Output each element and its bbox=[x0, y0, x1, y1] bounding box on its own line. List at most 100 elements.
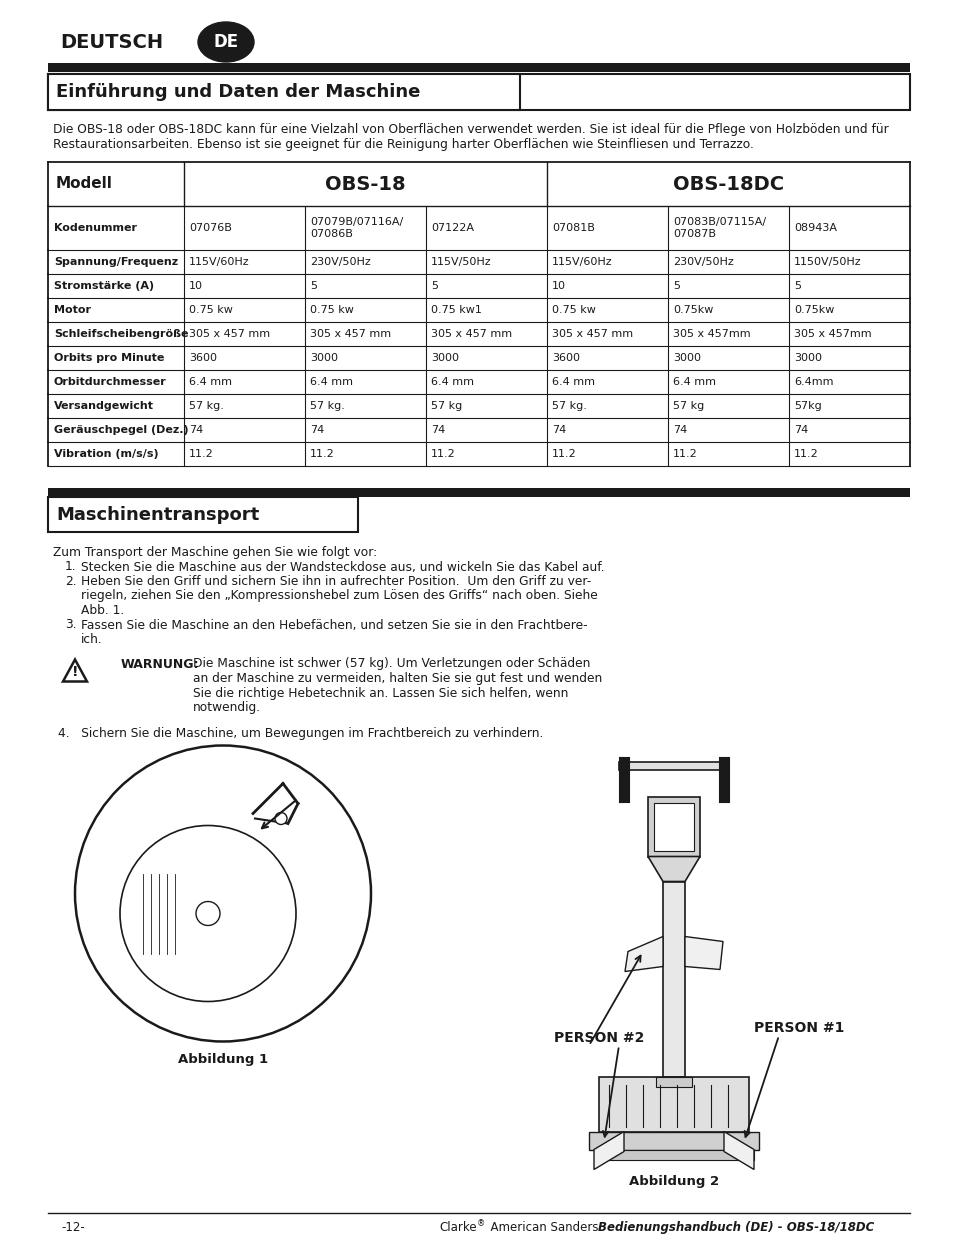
Text: !: ! bbox=[71, 666, 78, 679]
Text: 57 kg.: 57 kg. bbox=[310, 401, 345, 411]
Text: ich.: ich. bbox=[81, 634, 103, 646]
Text: 2.: 2. bbox=[65, 576, 76, 588]
Text: 6.4 mm: 6.4 mm bbox=[310, 377, 353, 387]
Text: 115V/60Hz: 115V/60Hz bbox=[189, 257, 250, 267]
Text: Stromstärke (A): Stromstärke (A) bbox=[54, 282, 154, 291]
Text: 57 kg: 57 kg bbox=[431, 401, 462, 411]
Text: riegeln, ziehen Sie den „Kompressionshebel zum Lösen des Griffs“ nach oben. Sieh: riegeln, ziehen Sie den „Kompressionsheb… bbox=[81, 589, 598, 603]
Text: 11.2: 11.2 bbox=[310, 450, 335, 459]
Text: 3.: 3. bbox=[65, 619, 76, 631]
Text: 74: 74 bbox=[310, 425, 324, 435]
Text: 305 x 457 mm: 305 x 457 mm bbox=[189, 329, 270, 338]
Text: 74: 74 bbox=[793, 425, 807, 435]
Text: 305 x 457mm: 305 x 457mm bbox=[672, 329, 750, 338]
Text: Versandgewicht: Versandgewicht bbox=[54, 401, 153, 411]
FancyBboxPatch shape bbox=[647, 797, 700, 857]
Text: 10: 10 bbox=[552, 282, 565, 291]
Text: Abbildung 1: Abbildung 1 bbox=[178, 1053, 268, 1067]
Text: 11.2: 11.2 bbox=[672, 450, 697, 459]
Text: American Sanders: American Sanders bbox=[482, 1221, 609, 1234]
Bar bbox=[48, 74, 909, 110]
Text: 07083B/07115A/
07087B: 07083B/07115A/ 07087B bbox=[672, 216, 765, 240]
Bar bbox=[662, 882, 684, 1077]
Text: 07122A: 07122A bbox=[431, 224, 474, 233]
Text: 305 x 457 mm: 305 x 457 mm bbox=[431, 329, 512, 338]
Text: -12-: -12- bbox=[61, 1221, 85, 1234]
Text: Orbits pro Minute: Orbits pro Minute bbox=[54, 353, 164, 363]
Text: 10: 10 bbox=[189, 282, 203, 291]
Text: Spannung/Frequenz: Spannung/Frequenz bbox=[54, 257, 178, 267]
Text: 3600: 3600 bbox=[552, 353, 579, 363]
Text: 11.2: 11.2 bbox=[431, 450, 456, 459]
Text: 6.4 mm: 6.4 mm bbox=[552, 377, 595, 387]
Text: 6.4 mm: 6.4 mm bbox=[672, 377, 716, 387]
FancyBboxPatch shape bbox=[654, 803, 693, 851]
Text: 305 x 457mm: 305 x 457mm bbox=[793, 329, 871, 338]
Text: 11.2: 11.2 bbox=[552, 450, 577, 459]
Text: DE: DE bbox=[213, 33, 238, 51]
Circle shape bbox=[120, 825, 295, 1002]
Text: 6.4 mm: 6.4 mm bbox=[189, 377, 232, 387]
Text: 57kg: 57kg bbox=[793, 401, 821, 411]
Text: PERSON #1: PERSON #1 bbox=[753, 1021, 843, 1035]
Text: 74: 74 bbox=[552, 425, 566, 435]
Text: Einführung und Daten der Maschine: Einführung und Daten der Maschine bbox=[56, 83, 420, 101]
Text: 230V/50Hz: 230V/50Hz bbox=[672, 257, 733, 267]
Text: Kodenummer: Kodenummer bbox=[54, 224, 137, 233]
Text: 74: 74 bbox=[672, 425, 686, 435]
Ellipse shape bbox=[198, 22, 253, 62]
Text: Geräuschpegel (Dez.): Geräuschpegel (Dez.) bbox=[54, 425, 189, 435]
Text: Zum Transport der Maschine gehen Sie wie folgt vor:: Zum Transport der Maschine gehen Sie wie… bbox=[53, 546, 376, 559]
Circle shape bbox=[274, 813, 287, 825]
Text: 3000: 3000 bbox=[793, 353, 821, 363]
Text: 230V/50Hz: 230V/50Hz bbox=[310, 257, 371, 267]
Text: Abbildung 2: Abbildung 2 bbox=[628, 1176, 719, 1188]
Text: 74: 74 bbox=[431, 425, 445, 435]
Polygon shape bbox=[723, 1131, 753, 1170]
Text: Orbitdurchmesser: Orbitdurchmesser bbox=[54, 377, 167, 387]
Text: Bedienungshandbuch (DE) - OBS-18/18DC: Bedienungshandbuch (DE) - OBS-18/18DC bbox=[598, 1221, 873, 1234]
Text: Motor: Motor bbox=[54, 305, 91, 315]
Text: 115V/60Hz: 115V/60Hz bbox=[552, 257, 612, 267]
Text: 6.4mm: 6.4mm bbox=[793, 377, 833, 387]
Text: an der Maschine zu vermeiden, halten Sie sie gut fest und wenden: an der Maschine zu vermeiden, halten Sie… bbox=[193, 672, 601, 685]
Text: 1150V/50Hz: 1150V/50Hz bbox=[793, 257, 861, 267]
Text: Die OBS-18 oder OBS-18DC kann für eine Vielzahl von Oberflächen verwendet werden: Die OBS-18 oder OBS-18DC kann für eine V… bbox=[53, 124, 888, 136]
Text: DEUTSCH: DEUTSCH bbox=[60, 32, 163, 52]
Text: 07079B/07116A/
07086B: 07079B/07116A/ 07086B bbox=[310, 216, 403, 240]
Text: 0.75kw: 0.75kw bbox=[672, 305, 713, 315]
Text: 57 kg: 57 kg bbox=[672, 401, 703, 411]
Text: 0.75kw: 0.75kw bbox=[793, 305, 834, 315]
Text: 3000: 3000 bbox=[431, 353, 458, 363]
Text: 5: 5 bbox=[310, 282, 316, 291]
Text: 5: 5 bbox=[672, 282, 679, 291]
Bar bbox=[656, 1077, 691, 1087]
Text: Heben Sie den Griff und sichern Sie ihn in aufrechter Position.  Um den Griff zu: Heben Sie den Griff und sichern Sie ihn … bbox=[81, 576, 591, 588]
Polygon shape bbox=[684, 936, 722, 969]
Text: Die Maschine ist schwer (57 kg). Um Verletzungen oder Schäden: Die Maschine ist schwer (57 kg). Um Verl… bbox=[193, 657, 590, 671]
Text: 0.75 kw1: 0.75 kw1 bbox=[431, 305, 481, 315]
Text: 08943A: 08943A bbox=[793, 224, 836, 233]
Text: 57 kg.: 57 kg. bbox=[552, 401, 586, 411]
Text: notwendig.: notwendig. bbox=[193, 701, 261, 714]
Text: Maschinentransport: Maschinentransport bbox=[56, 505, 259, 524]
Text: 0.75 kw: 0.75 kw bbox=[552, 305, 596, 315]
Text: Restaurationsarbeiten. Ebenso ist sie geeignet für die Reinigung harter Oberfläc: Restaurationsarbeiten. Ebenso ist sie ge… bbox=[53, 138, 753, 151]
Text: 4.   Sichern Sie die Maschine, um Bewegungen im Frachtbereich zu verhindern.: 4. Sichern Sie die Maschine, um Bewegung… bbox=[58, 727, 543, 741]
Text: 3000: 3000 bbox=[672, 353, 700, 363]
Text: 115V/50Hz: 115V/50Hz bbox=[431, 257, 491, 267]
Bar bbox=[48, 63, 909, 72]
Text: 3000: 3000 bbox=[310, 353, 337, 363]
Text: Abb. 1.: Abb. 1. bbox=[81, 604, 124, 618]
Text: Modell: Modell bbox=[56, 177, 112, 191]
Text: 3600: 3600 bbox=[189, 353, 216, 363]
Bar bbox=[598, 1077, 748, 1131]
Text: 6.4 mm: 6.4 mm bbox=[431, 377, 474, 387]
Text: 5: 5 bbox=[431, 282, 437, 291]
Polygon shape bbox=[63, 659, 87, 682]
Text: ®: ® bbox=[476, 1219, 485, 1228]
Polygon shape bbox=[594, 1131, 623, 1170]
Text: PERSON #2: PERSON #2 bbox=[554, 1031, 643, 1046]
Text: 1.: 1. bbox=[65, 561, 76, 573]
Text: Schleifscheibengröße: Schleifscheibengröße bbox=[54, 329, 189, 338]
